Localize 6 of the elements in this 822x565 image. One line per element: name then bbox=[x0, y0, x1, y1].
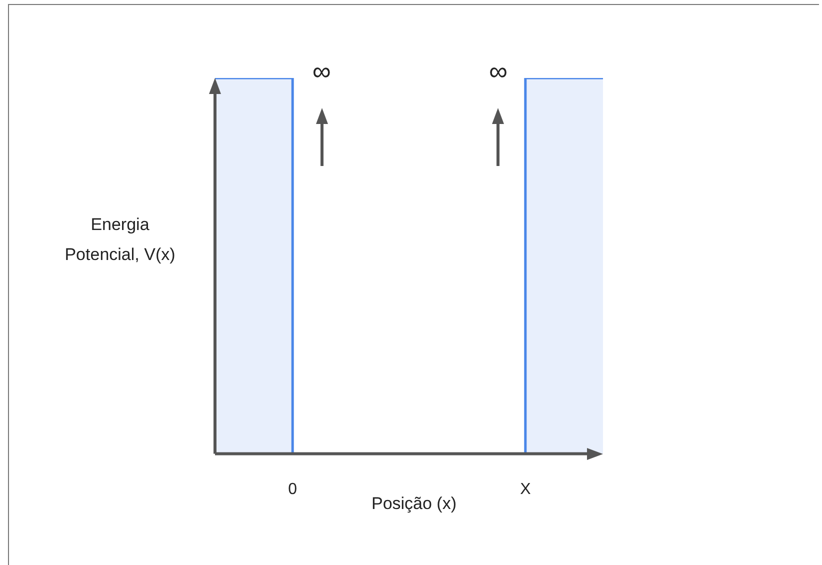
annotation: ∞ bbox=[488, 56, 508, 87]
x-axis-title: Posição (x) bbox=[371, 494, 457, 514]
y-axis-title: Energia Potencial, V(x) bbox=[64, 214, 176, 266]
x-tick-label: 0 bbox=[288, 480, 298, 498]
x-tick-label: X bbox=[520, 480, 532, 498]
annotation: ∞ bbox=[312, 56, 331, 87]
